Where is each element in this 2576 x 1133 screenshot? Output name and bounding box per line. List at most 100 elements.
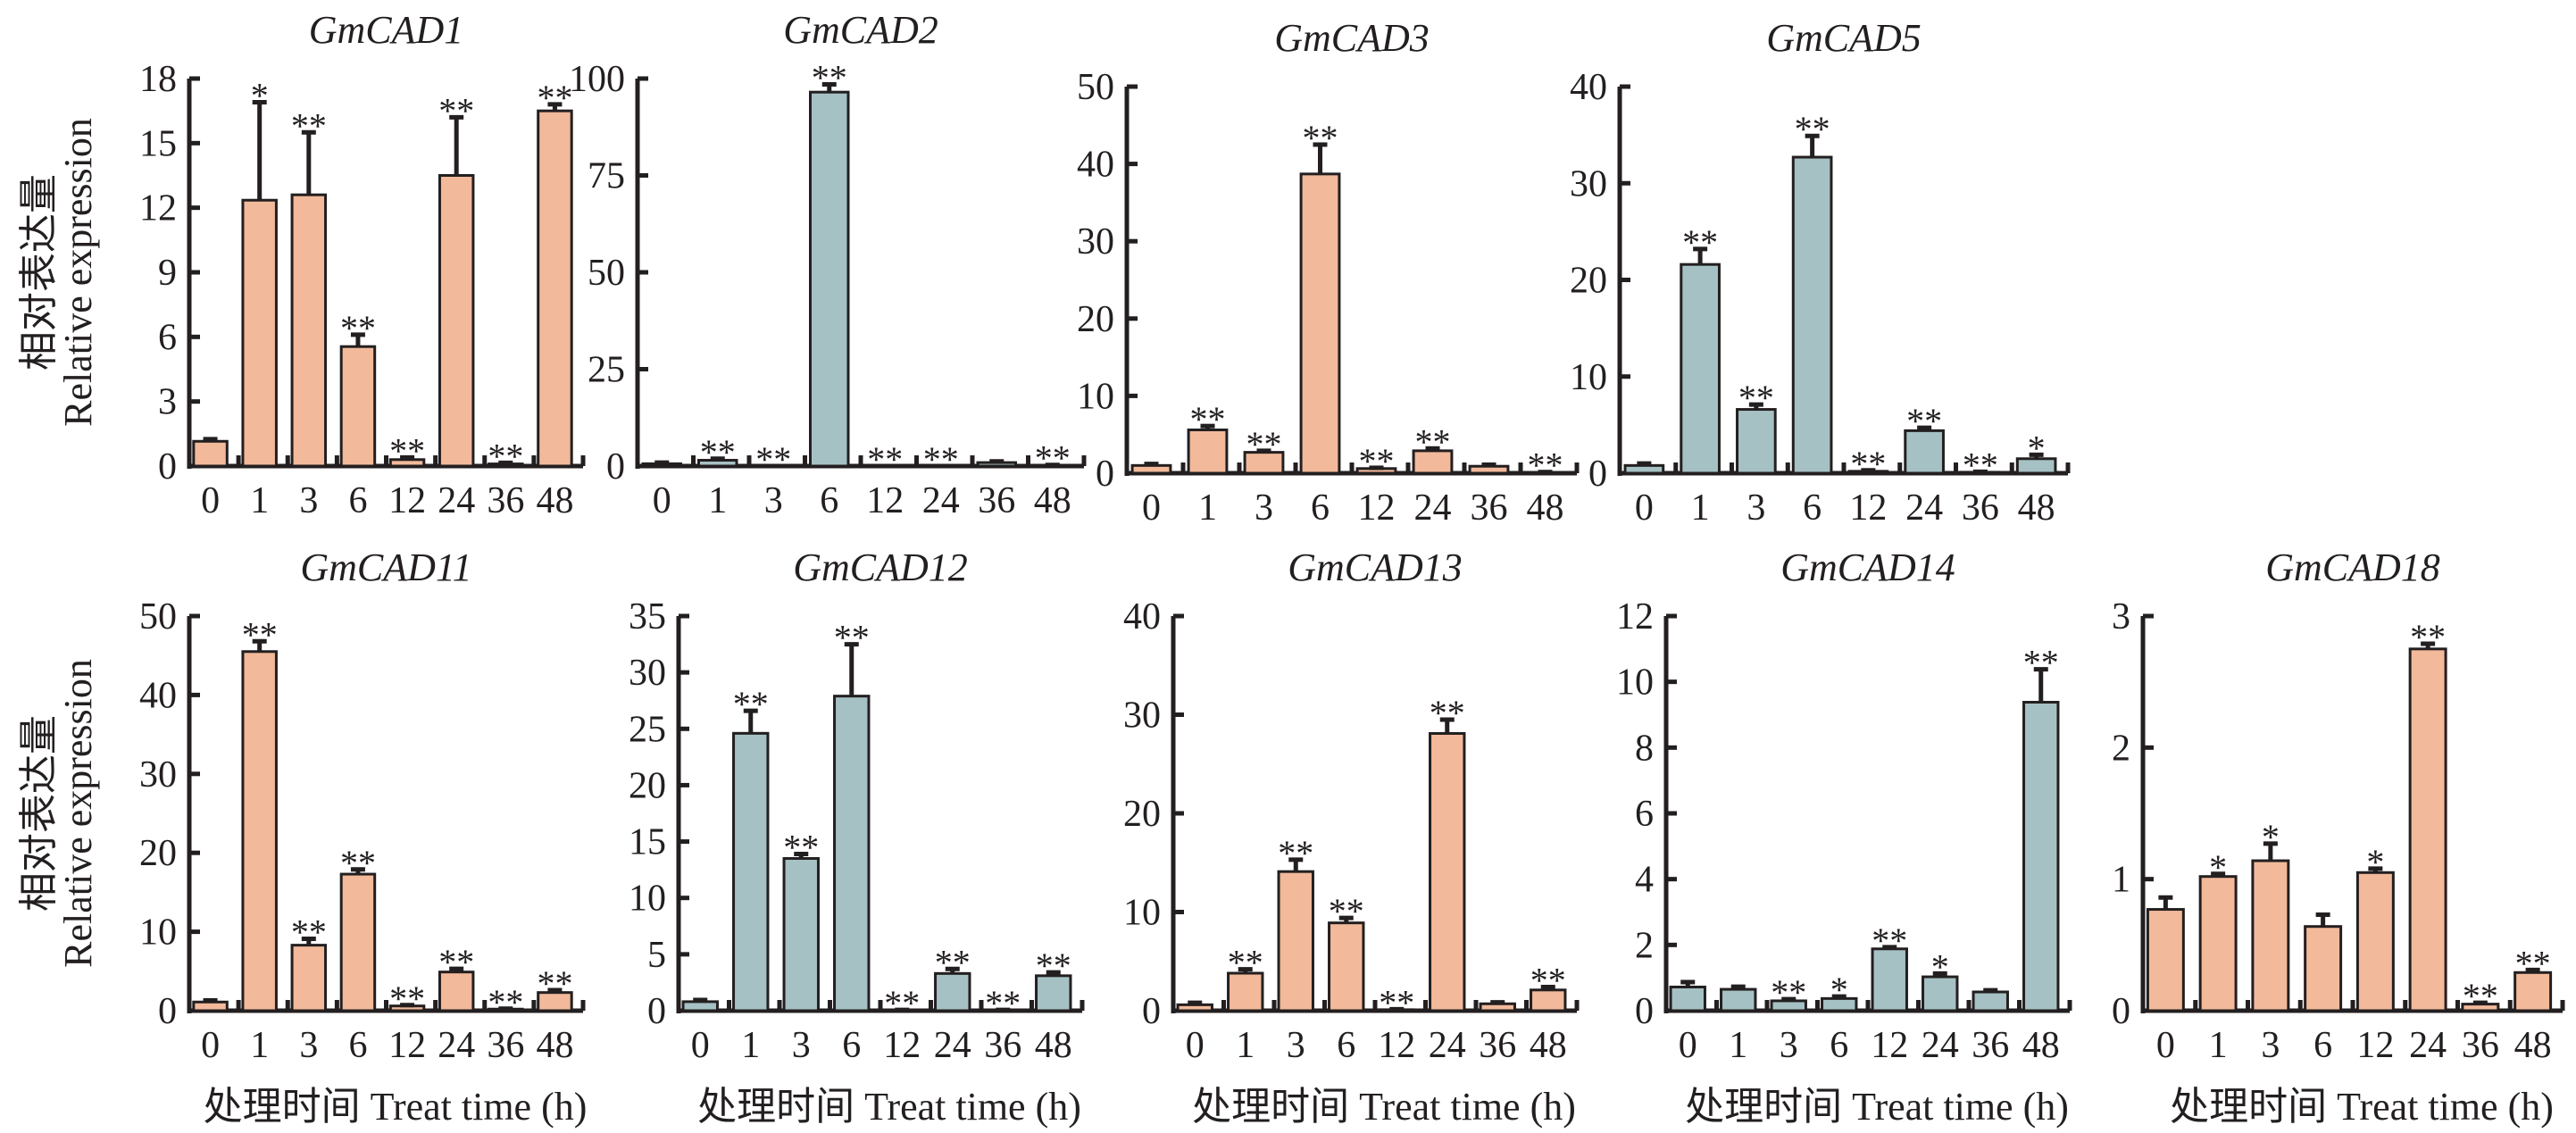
bar <box>1972 990 2009 1012</box>
significance-marker: ** <box>1682 222 1718 262</box>
y-tick-label: 50 <box>588 253 625 294</box>
y-tick-label: 50 <box>139 596 177 637</box>
significance-marker: ** <box>488 982 523 1022</box>
significance-marker: ** <box>733 684 769 724</box>
x-tick-label: 1 <box>1729 1025 1747 1066</box>
x-tick-label: 3 <box>1747 487 1765 529</box>
x-tick-label: 24 <box>934 1025 971 1066</box>
significance-marker: ** <box>923 439 959 479</box>
bar <box>864 464 905 468</box>
y-axis-title: Relative expression <box>56 118 100 427</box>
x-tick-label: 3 <box>1255 487 1273 529</box>
bar <box>1736 408 1777 475</box>
x-tick-label: 24 <box>438 1025 475 1066</box>
y-tick-label: 10 <box>629 879 666 920</box>
x-tick-label: 12 <box>2356 1025 2394 1066</box>
y-tick-label: 10 <box>1077 376 1114 417</box>
significance-marker: * <box>1830 970 1848 1010</box>
bar <box>192 1000 229 1012</box>
x-tick-label: 48 <box>1527 487 1564 529</box>
y-tick-label: 12 <box>139 188 177 229</box>
significance-marker: ** <box>438 942 474 982</box>
y-tick-label: 0 <box>1096 454 1114 495</box>
bar <box>438 971 475 1012</box>
y-tick-label: 10 <box>1570 357 1607 398</box>
x-tick-label: 1 <box>1198 487 1217 529</box>
significance-marker: ** <box>2023 643 2059 683</box>
panel-title: GmCAD5 <box>1766 16 1922 60</box>
significance-marker: ** <box>1036 946 1071 986</box>
significance-marker: ** <box>1035 438 1071 479</box>
bar <box>339 872 377 1012</box>
x-tick-label: 12 <box>1871 1025 1908 1066</box>
y-tick-label: 0 <box>647 991 666 1032</box>
bar <box>339 345 377 468</box>
y-tick-label: 6 <box>1635 794 1654 835</box>
x-tick-label: 3 <box>2261 1025 2280 1066</box>
bar <box>1468 464 1510 475</box>
bar <box>2304 925 2343 1012</box>
x-tick-label: 36 <box>487 1025 524 1066</box>
y-tick-label: 50 <box>1077 67 1114 108</box>
significance-marker: ** <box>1963 445 1998 485</box>
x-tick-label: 6 <box>1830 1025 1848 1066</box>
significance-marker: ** <box>389 430 425 471</box>
y-tick-label: 0 <box>158 991 177 1032</box>
y-tick-label: 6 <box>158 317 177 358</box>
bar <box>1623 463 1665 475</box>
significance-marker: ** <box>1850 444 1886 484</box>
y-tick-label: 0 <box>1635 991 1654 1032</box>
bar <box>241 650 278 1012</box>
bar <box>753 464 794 468</box>
x-tick-label: 12 <box>1378 1025 1415 1066</box>
x-tick-label: 36 <box>487 480 524 521</box>
bar <box>934 971 971 1012</box>
panel-title: GmCAD12 <box>793 546 968 589</box>
y-axis-title-cn: 相对表达量 <box>17 715 61 912</box>
bar <box>2355 871 2395 1012</box>
significance-marker: ** <box>488 436 523 476</box>
x-axis-title: 处理时间 Treat time (h) <box>697 1085 1081 1129</box>
bar <box>1791 155 1833 475</box>
x-tick-label: 48 <box>2022 1025 2060 1066</box>
x-tick-label: 6 <box>348 480 367 521</box>
x-tick-label: 48 <box>536 1025 573 1066</box>
x-tick-label: 24 <box>922 480 960 521</box>
x-tick-label: 36 <box>1471 487 1508 529</box>
bar <box>809 90 850 468</box>
significance-marker: ** <box>1430 693 1465 733</box>
y-tick-label: 8 <box>1635 728 1654 769</box>
significance-marker: ** <box>935 942 971 982</box>
x-tick-label: 48 <box>2018 487 2055 529</box>
significance-marker: * <box>2366 842 2384 882</box>
significance-marker: ** <box>1872 921 1907 961</box>
y-tick-label: 20 <box>1077 299 1114 340</box>
y-tick-label: 0 <box>1588 454 1607 495</box>
x-tick-label: 1 <box>708 480 727 521</box>
significance-marker: ** <box>537 78 572 118</box>
significance-marker: ** <box>438 90 474 130</box>
significance-marker: ** <box>1190 399 1226 439</box>
x-tick-label: 0 <box>1635 487 1654 529</box>
x-tick-label: 24 <box>1922 1025 1959 1066</box>
y-tick-label: 25 <box>588 350 625 391</box>
x-tick-label: 1 <box>2209 1025 2228 1066</box>
bar <box>732 731 770 1012</box>
x-tick-label: 48 <box>2514 1025 2552 1066</box>
significance-marker: ** <box>537 963 572 1004</box>
significance-marker: ** <box>1303 118 1338 158</box>
bar <box>290 944 328 1012</box>
panel-title: GmCAD18 <box>2265 546 2440 589</box>
y-tick-label: 9 <box>158 253 177 294</box>
x-axis-title: 处理时间 Treat time (h) <box>204 1085 588 1129</box>
y-tick-label: 15 <box>629 822 666 863</box>
significance-marker: ** <box>783 827 819 867</box>
bar <box>1720 987 1757 1012</box>
y-tick-label: 40 <box>1077 145 1114 186</box>
bar <box>2251 859 2290 1012</box>
x-tick-label: 6 <box>1337 1025 1355 1066</box>
y-tick-label: 15 <box>139 123 177 164</box>
panel-title: GmCAD13 <box>1288 546 1463 589</box>
significance-marker: ** <box>2410 617 2446 657</box>
